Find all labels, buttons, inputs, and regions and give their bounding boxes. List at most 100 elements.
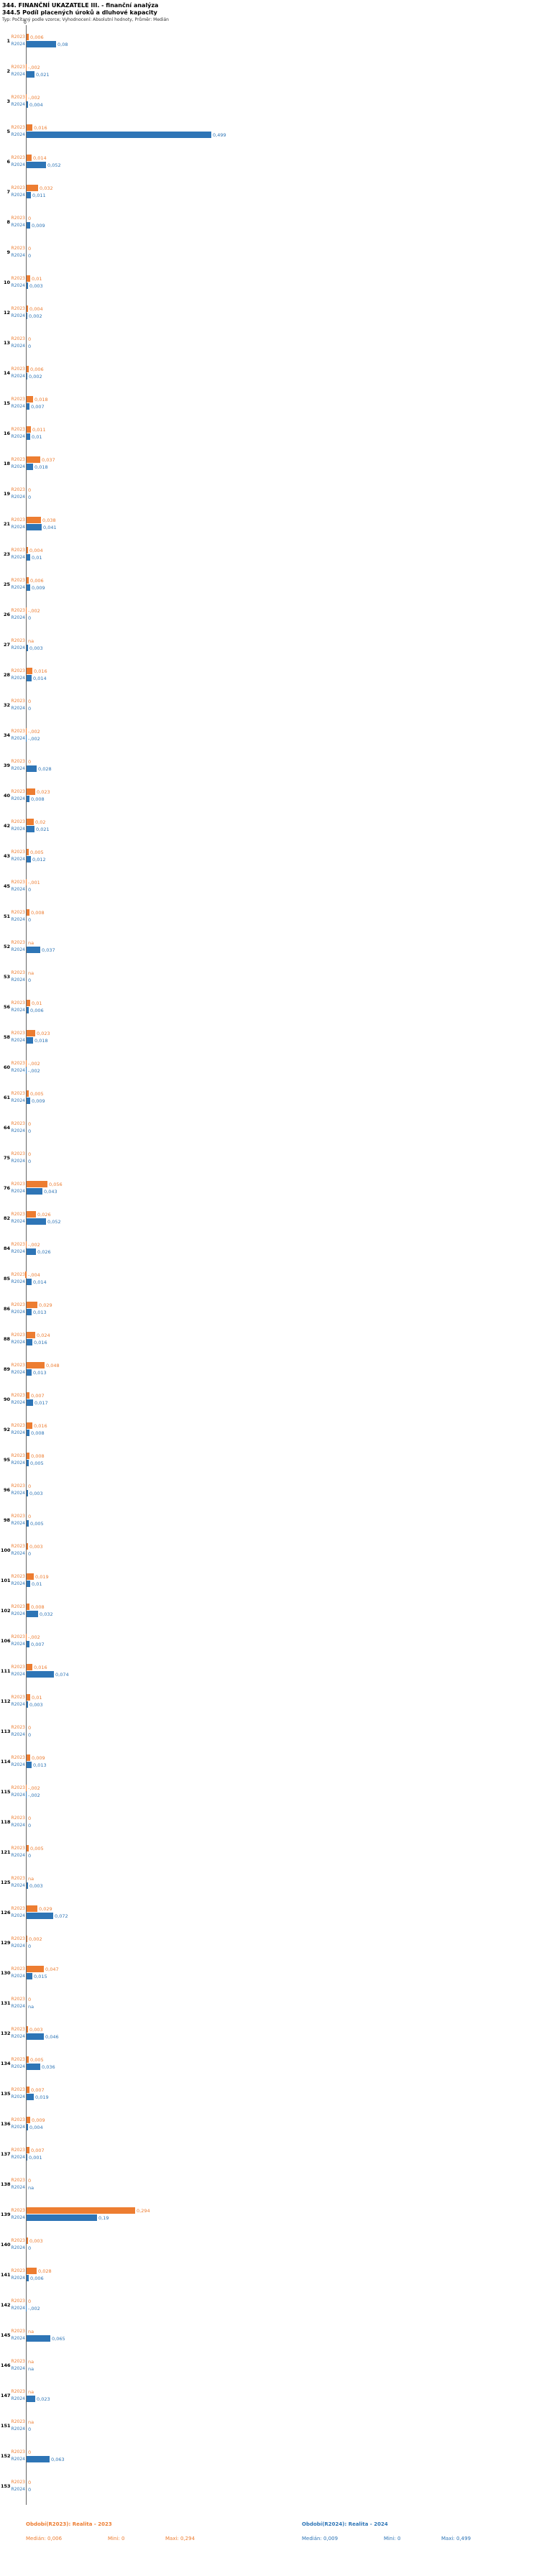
- bar-value-r2024: 0,013: [33, 1370, 47, 1376]
- bar-line-r2023: R2023 0,009: [0, 2117, 539, 2123]
- bar-r2024: [27, 2094, 34, 2100]
- bar-r2023: [25, 1271, 27, 1278]
- bar-r2024: [27, 222, 30, 229]
- series-label-r2024: R2024: [11, 434, 25, 439]
- bar-line-r2023: R2023 0,024: [0, 1332, 539, 1338]
- bar-line-r2024: R2024 0,08: [0, 41, 539, 47]
- bar-value-r2023: 0: [28, 2480, 32, 2485]
- series-label-r2024: R2024: [11, 2366, 25, 2371]
- bar-r2024: [27, 1671, 54, 1678]
- row-number: 10: [3, 280, 10, 285]
- bar-value-r2023: 0: [28, 216, 32, 221]
- row-number: 141: [1, 2272, 11, 2278]
- bar-line-r2024: R2024 0: [0, 2426, 539, 2432]
- row-number: 60: [3, 1064, 10, 1070]
- bar-r2024: [27, 856, 31, 862]
- bar-r2024: [27, 2335, 50, 2342]
- bar-value-r2023: 0,023: [37, 789, 50, 795]
- series-label-r2024: R2024: [11, 1611, 25, 1616]
- bar-line-r2023: R2023 0: [0, 1483, 539, 1489]
- bar-line-r2024: R2024 0: [0, 1128, 539, 1134]
- chart-row: 19 R2023 0 R2024 0: [0, 479, 539, 509]
- series-label-r2024: R2024: [11, 1219, 25, 1224]
- row-number: 8: [6, 219, 10, 225]
- bar-value-r2024: 0,01: [32, 555, 42, 561]
- bar-r2024: [27, 1309, 32, 1315]
- series-label-r2023: R2023: [11, 276, 25, 281]
- bar-line-r2023: R2023 0,005: [0, 1090, 539, 1097]
- bar-r2023: [27, 1543, 28, 1550]
- min-r2023: Mini: 0: [108, 2536, 125, 2542]
- bar-line-r2024: R2024 0,074: [0, 1671, 539, 1678]
- series-label-r2024: R2024: [11, 2155, 25, 2160]
- row-number: 132: [1, 2030, 11, 2036]
- bar-r2023: [27, 2268, 37, 2274]
- bar-line-r2023: R2023 -,002: [0, 1241, 539, 1248]
- bar-value-r2024: 0,008: [31, 1430, 45, 1436]
- bar-r2023: [27, 124, 32, 131]
- bar-r2024: [27, 1339, 32, 1346]
- row-number: 152: [1, 2453, 11, 2459]
- bar-line-r2024: R2024 0,026: [0, 1248, 539, 1255]
- series-label-r2024: R2024: [11, 72, 25, 77]
- bar-line-r2024: R2024 0,19: [0, 2214, 539, 2221]
- series-label-r2023: R2023: [11, 2057, 25, 2062]
- bar-value-r2023: 0,01: [32, 1695, 42, 1701]
- bar-r2023: [27, 1211, 36, 1218]
- bar-line-r2024: R2024 0,013: [0, 1309, 539, 1315]
- series-label-r2023: R2023: [11, 2087, 25, 2092]
- series-label-r2023: R2023: [11, 1725, 25, 1730]
- bar-line-r2024: R2024 0,072: [0, 1913, 539, 1919]
- bar-value-r2023: 0,007: [31, 2148, 45, 2153]
- row-number: 86: [3, 1306, 10, 1312]
- bar-value-r2023: 0,294: [137, 2208, 150, 2214]
- bar-value-r2023: 0: [28, 2178, 32, 2184]
- bar-value-r2023: 0: [28, 1997, 32, 2002]
- bar-line-r2024: R2024 0: [0, 615, 539, 621]
- bar-r2024: [27, 765, 37, 772]
- bar-value-r2024: 0: [28, 344, 32, 349]
- series-label-r2023: R2023: [11, 1544, 25, 1549]
- series-label-r2023: R2023: [11, 2359, 25, 2364]
- bar-value-r2024: 0,014: [33, 676, 47, 681]
- chart-row: 12 R2023 0,004 R2024 0,002: [0, 298, 539, 328]
- chart-row: 130 R2023 0,047 R2024 0,015: [0, 1958, 539, 1988]
- row-number: 118: [1, 1819, 11, 1825]
- bar-value-r2023: 0: [28, 1484, 32, 1489]
- bar-value-r2023: -,002: [28, 729, 40, 735]
- bar-line-r2023: R2023 0,007: [0, 2087, 539, 2093]
- row-number: 56: [3, 1004, 10, 1010]
- bar-r2023: [26, 94, 27, 101]
- series-label-r2023: R2023: [11, 2389, 25, 2394]
- chart-row: 58 R2023 0,023 R2024 0,018: [0, 1022, 539, 1052]
- row-number: 88: [3, 1336, 10, 1342]
- bar-value-r2024: 0,021: [36, 72, 50, 78]
- bar-r2023: [27, 819, 34, 825]
- series-label-r2023: R2023: [11, 1634, 25, 1639]
- bar-r2023: [27, 2147, 29, 2153]
- bar-line-r2024: R2024 0: [0, 1943, 539, 1949]
- row-number: 21: [3, 521, 10, 527]
- series-label-r2024: R2024: [11, 1340, 25, 1345]
- chart-row: 88 R2023 0,024 R2024 0,016: [0, 1324, 539, 1354]
- bar-line-r2023: R2023 -,001: [0, 879, 539, 886]
- series-label-r2024: R2024: [11, 162, 25, 167]
- series-label-r2024: R2024: [11, 1702, 25, 1707]
- series-label-r2024: R2024: [11, 857, 25, 862]
- legend-r2024: Období(R2024): Realita - 2024: [302, 2521, 388, 2527]
- bar-line-r2023: R2023 -,002: [0, 1060, 539, 1067]
- bar-value-r2023: 0,007: [31, 1393, 45, 1399]
- series-label-r2023: R2023: [11, 2268, 25, 2273]
- bar-value-r2024: 0: [28, 706, 32, 712]
- bar-r2024: [27, 1399, 33, 1406]
- bar-line-r2024: R2024 0: [0, 1852, 539, 1859]
- bar-value-r2023: -,002: [28, 608, 40, 614]
- chart-row: 51 R2023 0,008 R2024 0: [0, 901, 539, 932]
- bar-r2023: [27, 1181, 47, 1187]
- series-label-r2024: R2024: [11, 464, 25, 469]
- chart-row: 8 R2023 0 R2024 0,009: [0, 207, 539, 237]
- bar-r2024: [27, 1913, 53, 1919]
- series-label-r2024: R2024: [11, 2336, 25, 2341]
- bar-r2023: [27, 1573, 34, 1580]
- series-label-r2024: R2024: [11, 615, 25, 620]
